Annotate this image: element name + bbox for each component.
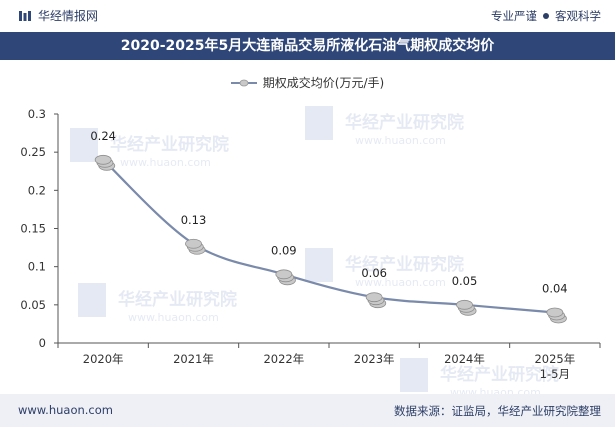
brand-name: 华经情报网 [38, 9, 99, 23]
legend-line-icon [230, 79, 257, 86]
x-tick-label: 2022年 [263, 352, 304, 366]
x-tick-label: 1-5月 [540, 367, 570, 381]
svg-text:www.huaon.com: www.huaon.com [355, 276, 446, 289]
x-tick-label: 2021年 [173, 352, 214, 366]
svg-text:华经产业研究院: 华经产业研究院 [440, 364, 559, 385]
tagline: 专业严谨 客观科学 [491, 8, 601, 24]
y-tick-label: 0.05 [20, 298, 46, 312]
x-tick-label: 2024年 [444, 352, 485, 366]
chart-legend: 期权成交均价(万元/手) [0, 74, 615, 91]
data-point [94, 154, 116, 171]
data-point [275, 269, 296, 286]
logo-icon [19, 10, 31, 21]
data-label: 0.09 [271, 243, 297, 257]
line-chart: 华经产业研究院www.huaon.com华经产业研究院www.huaon.com… [20, 106, 601, 394]
y-tick-label: 0.1 [28, 260, 46, 274]
data-label: 0.04 [542, 281, 568, 295]
chart-title: 2020-2025年5月大连商品交易所液化石油气期权成交均价 [120, 38, 495, 54]
data-point [456, 299, 477, 316]
svg-text:www.huaon.com: www.huaon.com [355, 134, 446, 147]
data-point [365, 292, 387, 309]
svg-text:华经产业研究院: 华经产业研究院 [110, 134, 229, 155]
tagline-left: 专业严谨 [491, 9, 537, 23]
brand[interactable]: 华经情报网 [18, 7, 98, 24]
footer-site-link[interactable]: www.huaon.com [18, 403, 113, 417]
svg-text:www.huaon.com: www.huaon.com [128, 311, 219, 324]
svg-text:www.huaon.com: www.huaon.com [450, 386, 541, 394]
y-tick-label: 0.15 [20, 222, 46, 236]
svg-text:华经产业研究院: 华经产业研究院 [345, 254, 464, 275]
y-tick-label: 0.3 [28, 107, 46, 121]
data-label: 0.13 [181, 213, 207, 227]
data-label: 0.05 [452, 274, 478, 288]
y-tick-label: 0.25 [20, 145, 46, 159]
y-tick-label: 0.2 [28, 183, 46, 197]
tagline-right: 客观科学 [555, 9, 601, 23]
svg-text:华经产业研究院: 华经产业研究院 [345, 112, 464, 133]
x-tick-label: 2020年 [83, 352, 124, 366]
svg-text:华经产业研究院: 华经产业研究院 [118, 289, 237, 310]
top-bar: 华经情报网 专业严谨 客观科学 [0, 0, 615, 30]
x-tick-label: 2025年 [534, 352, 575, 366]
tagline-dot-icon [543, 13, 549, 19]
title-band: 2020-2025年5月大连商品交易所液化石油气期权成交均价 [0, 32, 615, 60]
footer-source: 数据来源：证监局，华经产业研究院整理 [394, 404, 601, 418]
x-tick-label: 2023年 [354, 352, 395, 366]
data-label: 0.06 [361, 266, 387, 280]
footer: www.huaon.com 数据来源：证监局，华经产业研究院整理 [0, 394, 615, 427]
legend-label: 期权成交均价(万元/手) [262, 76, 385, 90]
y-tick-label: 0 [39, 336, 46, 350]
data-label: 0.24 [90, 129, 116, 143]
data-point [546, 307, 567, 324]
svg-text:www.huaon.com: www.huaon.com [120, 156, 211, 169]
data-point [185, 238, 206, 255]
